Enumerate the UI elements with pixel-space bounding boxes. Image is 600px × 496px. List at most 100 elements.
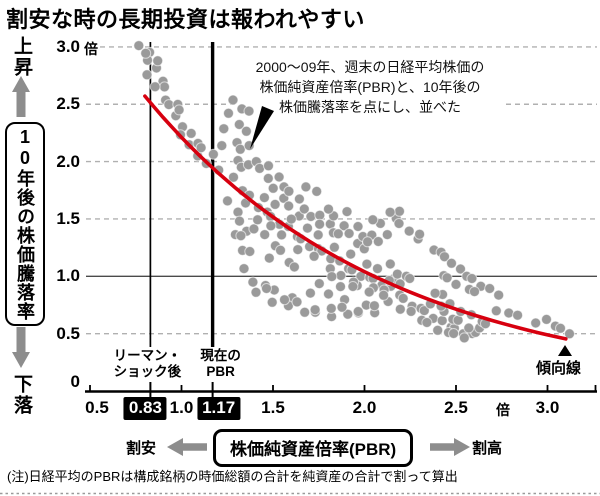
- scatter-point: [262, 172, 274, 184]
- y-tick-label: 2.0: [56, 151, 80, 171]
- trend-line: [143, 94, 568, 341]
- scatter-point: [363, 286, 375, 298]
- scatter-point: [275, 244, 286, 256]
- scatter-point: [292, 244, 304, 256]
- annotation-arrow: [250, 106, 274, 149]
- scatter-point: [263, 252, 275, 264]
- scatter-point: [341, 206, 353, 218]
- scatter-point: [328, 241, 340, 253]
- scatter-point: [347, 281, 359, 292]
- x-tick-label: 2.5: [444, 398, 468, 417]
- scatter-point: [304, 287, 316, 299]
- scatter-point: [185, 127, 197, 139]
- scatter-point: [283, 200, 295, 212]
- x-axis-title-box: 株価純資産倍率(PBR): [213, 429, 414, 467]
- y-tick-label: 1.5: [56, 208, 80, 228]
- scatter-point: [455, 263, 466, 275]
- scatter-point: [323, 288, 334, 300]
- scatter-point: [233, 119, 245, 130]
- y-axis-unit: 倍: [84, 41, 98, 57]
- scatter-point: [332, 228, 344, 240]
- scatter-point: [541, 313, 552, 325]
- scatter-point: [311, 185, 323, 197]
- lehman-pbr-value-box: 0.83: [123, 397, 167, 420]
- scatter-point: [404, 273, 416, 284]
- scatter-point: [441, 272, 453, 284]
- scatter-point: [141, 69, 153, 81]
- scatter-point: [555, 322, 566, 334]
- scatter-point: [276, 229, 288, 241]
- x-tick-label: 1.5: [261, 398, 285, 417]
- y-tick-label: 0.5: [56, 323, 80, 343]
- scatter-point: [381, 229, 393, 241]
- scatter-point: [367, 214, 379, 226]
- scatter-point: [308, 250, 320, 262]
- scatter-point: [352, 221, 364, 232]
- scatter-point: [238, 263, 250, 275]
- scatter-point: [362, 236, 374, 248]
- scatter-point: [223, 107, 234, 119]
- right-arrow-icon: [430, 438, 470, 456]
- x-tick-label: 3.0: [535, 398, 560, 417]
- scatter-point: [564, 328, 575, 340]
- scatter-point: [421, 317, 433, 328]
- scatter-point: [149, 81, 161, 93]
- scatter-point: [466, 273, 478, 284]
- scatter-point: [394, 303, 406, 315]
- scatter-point: [394, 205, 405, 217]
- y-axis-label-box: 10年後の株価騰落率: [5, 122, 45, 326]
- scatter-point: [448, 328, 460, 339]
- scatter-point: [288, 261, 300, 273]
- down-arrow-icon: [12, 327, 30, 368]
- scatter-point: [291, 296, 303, 308]
- scatter-point: [244, 246, 256, 257]
- scatter-point: [232, 206, 244, 218]
- scatter-point: [325, 302, 337, 314]
- scatter-point: [216, 140, 228, 152]
- scatter-point: [222, 195, 233, 207]
- scatter-point: [429, 287, 441, 299]
- annotation-line-3: 株価騰落率を点にし、並べた: [279, 99, 461, 115]
- scatter-point: [152, 55, 164, 67]
- scatter-point: [299, 306, 311, 318]
- scatter-point: [384, 258, 396, 270]
- scatter-point: [235, 230, 247, 242]
- page-title: 割安な時の長期投資は報われやすい: [6, 7, 365, 32]
- scatter-point: [140, 47, 152, 59]
- scatter-point: [469, 286, 480, 298]
- scatter-point: [397, 292, 409, 304]
- y-direction-down-label: 下落: [11, 374, 32, 416]
- scatter-point: [267, 182, 279, 194]
- marker-label-line: ショック後: [113, 364, 182, 379]
- scatter-point: [218, 123, 230, 135]
- scatter-point: [403, 225, 415, 237]
- scatter-point: [279, 294, 290, 306]
- scatter-point: [173, 104, 185, 116]
- scatter-point: [512, 309, 524, 321]
- scatter-point: [405, 305, 417, 317]
- scatter-point: [313, 278, 325, 290]
- scatter-point: [240, 125, 252, 137]
- scatter-point: [258, 192, 270, 204]
- y-tick-label: 3.0: [56, 36, 80, 56]
- scatter-point: [305, 211, 317, 222]
- scatter-point: [372, 236, 384, 247]
- scatter-point: [283, 185, 295, 197]
- x-tick-label: 2.0: [352, 398, 377, 417]
- scatter-point: [247, 276, 259, 288]
- scatter-point: [446, 257, 457, 269]
- up-arrow-icon: [12, 76, 30, 117]
- y-tick-label: 1.0: [56, 266, 80, 286]
- marker-label-line: PBR: [206, 364, 235, 379]
- scatter-point: [302, 222, 313, 234]
- scatter-point: [323, 203, 334, 215]
- scatter-point: [314, 218, 326, 230]
- scatter-point: [234, 215, 245, 227]
- scatter-point: [414, 228, 426, 240]
- scatter-point: [436, 315, 448, 327]
- scatter-point: [530, 317, 542, 329]
- annotation-block: 2000〜09年、週末の日経平均株価の 株価純資産倍率(PBR)と、10年後の …: [233, 57, 507, 117]
- scatter-point: [259, 229, 271, 241]
